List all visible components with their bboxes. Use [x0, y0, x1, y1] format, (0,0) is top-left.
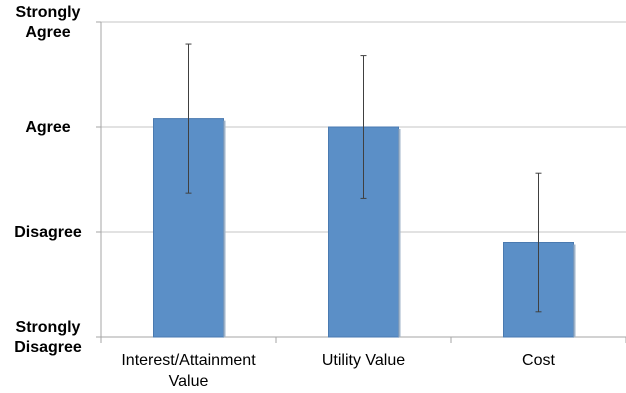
bars — [153, 118, 576, 338]
bar-shadow — [573, 244, 576, 337]
y-tick-label: Agree — [25, 119, 70, 136]
x-tick-label: Utility Value — [322, 352, 405, 369]
y-tick-label: Strongly Disagree — [14, 319, 82, 356]
x-tick-label: Cost — [522, 352, 555, 369]
error-bars — [185, 43, 542, 313]
y-tick-label: Disagree — [14, 224, 82, 241]
x-tick-label: Interest/Attainment Value — [121, 352, 256, 390]
y-tick-label: Strongly Agree — [16, 4, 81, 41]
bar-shadow — [398, 129, 401, 337]
y-tick-labels: Strongly Disagree Disagree Agree Strongly Agr… — [14, 4, 82, 356]
bar-shadow — [223, 120, 226, 337]
x-tick-labels: Interest/Attainment Value Utility Value Cos… — [121, 352, 555, 390]
